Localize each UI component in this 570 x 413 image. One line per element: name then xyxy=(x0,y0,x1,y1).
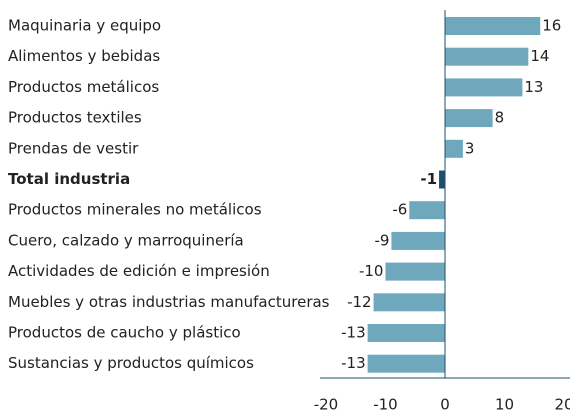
x-tick-label: 20 xyxy=(555,396,570,413)
category-label: Productos metálicos xyxy=(8,78,159,96)
category-label: Cuero, calzado y marroquinería xyxy=(8,231,244,249)
x-tick-label: -10 xyxy=(373,396,398,413)
value-label: -9 xyxy=(374,231,389,249)
bar xyxy=(385,262,445,281)
category-label: Alimentos y bebidas xyxy=(8,47,160,65)
x-tick-label: -20 xyxy=(314,396,339,413)
category-label: Productos de caucho y plástico xyxy=(8,324,241,342)
value-label: 14 xyxy=(530,47,549,65)
value-label: -12 xyxy=(347,293,372,311)
category-label: Actividades de edición e impresión xyxy=(8,262,270,280)
x-tick-label: 10 xyxy=(495,396,514,413)
bar xyxy=(445,47,529,66)
bar xyxy=(445,17,541,35)
x-tick-label: 0 xyxy=(440,396,450,413)
category-label: Maquinaria y equipo xyxy=(8,17,161,35)
category-label: Sustancias y productos químicos xyxy=(8,354,254,372)
bar xyxy=(439,170,445,189)
value-label: 8 xyxy=(495,109,505,127)
value-label: -13 xyxy=(341,324,366,342)
bar xyxy=(445,109,493,128)
bar xyxy=(367,324,445,342)
category-label: Muebles y otras industrias manufacturera… xyxy=(8,293,330,311)
bar xyxy=(445,78,523,97)
value-label: -6 xyxy=(392,201,407,219)
bar xyxy=(445,139,463,158)
value-label: -13 xyxy=(341,354,366,372)
category-label: Total industria xyxy=(8,170,130,188)
category-label: Productos minerales no metálicos xyxy=(8,201,262,219)
category-label: Prendas de vestir xyxy=(8,139,139,157)
bar xyxy=(409,201,445,220)
value-label: -1 xyxy=(420,170,437,188)
category-label: Productos textiles xyxy=(8,109,142,127)
bar xyxy=(373,293,445,312)
value-label: 13 xyxy=(524,78,543,96)
value-label: -10 xyxy=(359,262,384,280)
value-label: 16 xyxy=(542,17,561,35)
bar xyxy=(391,231,445,250)
value-label: 3 xyxy=(465,139,475,157)
bar xyxy=(367,354,445,373)
